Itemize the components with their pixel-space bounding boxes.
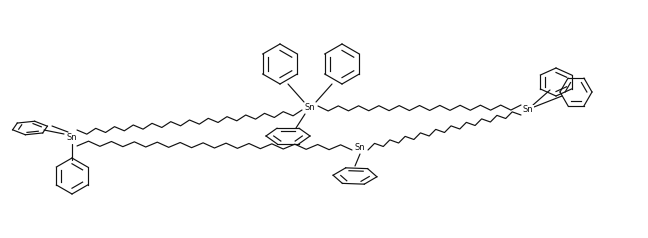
Text: Sn: Sn bbox=[67, 134, 77, 143]
Text: Sn: Sn bbox=[305, 104, 316, 113]
Text: Sn: Sn bbox=[523, 105, 533, 114]
Text: Sn: Sn bbox=[354, 144, 365, 153]
